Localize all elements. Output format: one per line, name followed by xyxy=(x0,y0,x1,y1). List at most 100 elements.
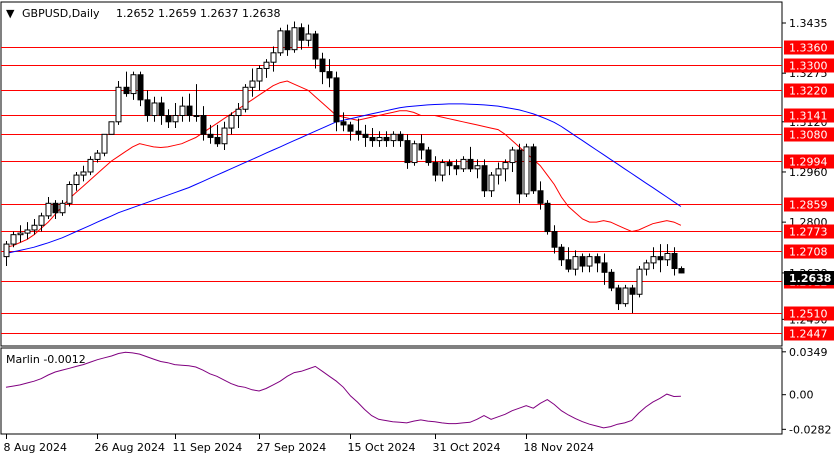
time-axis: 8 Aug 2024 26 Aug 2024 11 Sep 2024 27 Sep 2… xyxy=(4,434,594,454)
candle-body-up xyxy=(151,102,158,117)
candle xyxy=(172,102,179,129)
level-label-bg xyxy=(784,127,834,142)
candle xyxy=(376,131,383,147)
level-label: 1.3141 xyxy=(789,110,828,123)
candle-body-down xyxy=(579,256,586,267)
candle xyxy=(355,118,362,141)
candle-body-up xyxy=(256,67,263,82)
level-label-bg xyxy=(784,40,834,55)
candle-body-down xyxy=(333,77,340,123)
level-label: 1.3300 xyxy=(789,60,828,73)
candle-body-up xyxy=(17,232,24,236)
candle-body-down xyxy=(347,124,354,132)
candle-body-up xyxy=(38,215,45,226)
candle-body-down xyxy=(340,121,347,126)
candle xyxy=(3,240,10,267)
candle xyxy=(242,84,249,113)
level-labels: 1.3360 1.3300 1.3220 1.3141 1.3080 1.2994 1.28… xyxy=(784,40,834,341)
candle xyxy=(671,247,678,276)
candle-body-down xyxy=(186,105,193,117)
candle-body-down xyxy=(558,246,565,261)
level-label: 1.2510 xyxy=(789,308,828,321)
candle xyxy=(579,253,586,273)
candle xyxy=(650,247,657,270)
candle xyxy=(123,71,130,97)
level-label-bg xyxy=(784,197,834,212)
candle xyxy=(333,71,340,132)
candle-body-up xyxy=(460,158,467,170)
candle xyxy=(24,222,31,240)
candle xyxy=(608,269,615,292)
candle xyxy=(80,165,87,182)
candle-body-up xyxy=(263,61,270,69)
candle-body-down xyxy=(319,58,326,73)
candle xyxy=(263,59,270,78)
indicator-plot-area[interactable] xyxy=(0,347,783,435)
candle xyxy=(214,124,221,147)
candle-body-down xyxy=(530,146,537,192)
candle-body-down xyxy=(207,133,214,138)
candle-body-down xyxy=(144,99,151,117)
candle-body-down xyxy=(298,27,305,41)
candle xyxy=(453,159,460,176)
candle-body-down xyxy=(362,133,369,138)
candle xyxy=(312,30,319,69)
candle-body-up xyxy=(108,121,115,135)
candle xyxy=(270,46,277,72)
candle xyxy=(59,200,66,216)
candle-body-up xyxy=(193,115,200,118)
candle-body-up xyxy=(24,229,31,234)
candle-body-up xyxy=(523,146,530,195)
indicator-tick-label: 0.0349 xyxy=(789,346,828,359)
candle xyxy=(572,250,579,276)
candle xyxy=(502,159,509,182)
candle xyxy=(622,284,629,307)
time-tick-label: 31 Oct 2024 xyxy=(433,441,501,454)
candle xyxy=(179,96,186,122)
candle-body-down xyxy=(516,149,523,195)
candle-body-up xyxy=(101,133,108,154)
candle xyxy=(277,27,284,56)
level-label-bg xyxy=(784,224,834,239)
candle-body-down xyxy=(200,115,207,135)
candle-body-down xyxy=(123,86,130,95)
candle xyxy=(397,131,404,147)
candle xyxy=(186,93,193,122)
candle-body-down xyxy=(52,202,59,214)
candle xyxy=(319,52,326,85)
time-tick-label: 8 Aug 2024 xyxy=(4,441,67,454)
candle xyxy=(439,159,446,182)
candle-body-down xyxy=(657,256,664,261)
candle-body-down xyxy=(214,136,221,145)
candle xyxy=(249,68,256,97)
candle xyxy=(17,225,24,243)
indicator-axis: 0.0349 0.00 -0.0282 xyxy=(782,346,831,436)
candle xyxy=(87,156,94,176)
candle xyxy=(193,84,200,122)
candle-body-up xyxy=(502,162,509,170)
candle-body-up xyxy=(439,162,446,176)
price-plot-area[interactable] xyxy=(0,1,783,347)
candle-body-up xyxy=(3,243,10,258)
candle xyxy=(305,24,312,47)
candle-body-up xyxy=(586,256,593,267)
candle xyxy=(411,140,418,166)
price-tick-label: 1.3435 xyxy=(789,17,828,30)
candle-body-up xyxy=(235,108,242,117)
candle xyxy=(235,102,242,129)
candle-body-up xyxy=(31,224,38,231)
candle xyxy=(586,253,593,273)
candle-body-up xyxy=(59,202,66,214)
candle xyxy=(636,266,643,298)
candle-body-up xyxy=(636,268,643,295)
marlin-line xyxy=(5,351,681,429)
candle-body-up xyxy=(509,149,516,164)
candles xyxy=(3,21,685,314)
candle xyxy=(404,134,411,169)
menu-arrow-icon[interactable]: ▼ xyxy=(6,7,15,20)
candle-body-down xyxy=(551,231,558,248)
candle-body-up xyxy=(10,234,17,245)
price-tick-label: 1.2960 xyxy=(789,166,828,179)
candle xyxy=(474,159,481,179)
candle xyxy=(362,124,369,147)
